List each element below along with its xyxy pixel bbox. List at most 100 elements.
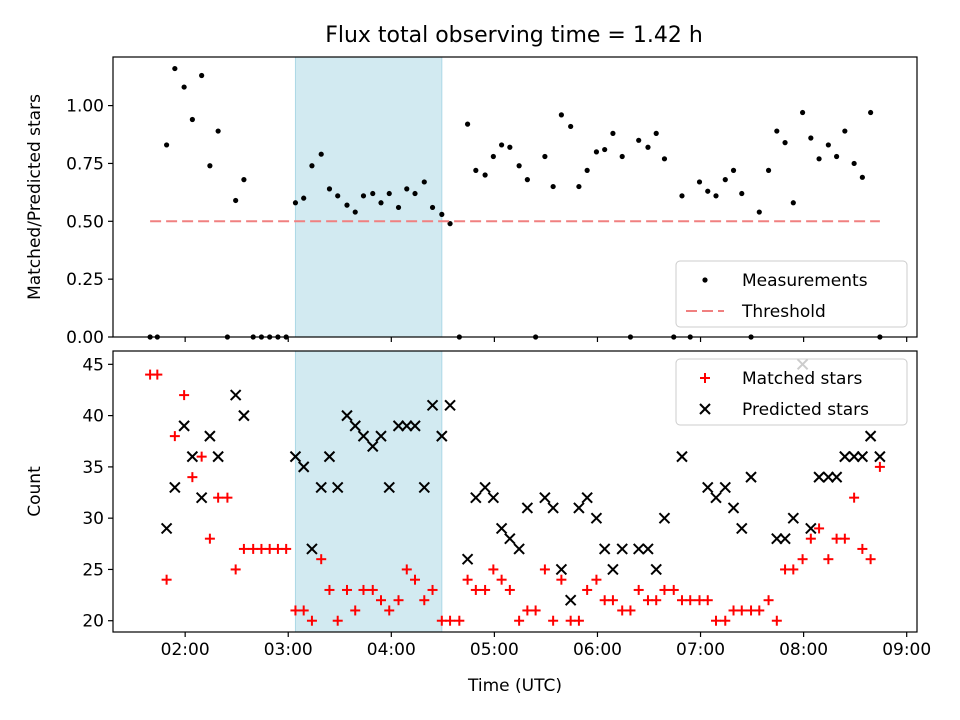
- measurement-marker: [558, 112, 564, 118]
- count-panel: 02:00 03:00 04:00 05:00 06:00 07:00 08:00 09:00…: [25, 350, 931, 696]
- measurement-marker: [292, 200, 299, 206]
- predicted-star-marker: [719, 481, 731, 494]
- measurement-marker: [568, 123, 574, 130]
- measurement-marker: [386, 190, 392, 197]
- predicted-star-marker: [573, 502, 585, 514]
- measurement-marker: [679, 193, 685, 199]
- predicted-star-marker: [787, 512, 800, 524]
- predicted-star-marker: [392, 420, 405, 432]
- measurement-marker: [241, 177, 247, 183]
- matched-star-marker: [702, 595, 713, 606]
- measurement-marker: [172, 65, 178, 72]
- matched-star-marker: [849, 492, 860, 503]
- predicted-star-marker: [864, 430, 877, 442]
- matched-star-marker: [161, 574, 172, 585]
- series-matched-stars: [145, 369, 885, 626]
- legend-box: [675, 260, 908, 328]
- measurement-marker: [473, 167, 479, 173]
- legend-label: Matched stars: [742, 369, 862, 389]
- predicted-star-marker: [779, 532, 791, 545]
- predicted-star-marker: [315, 481, 327, 494]
- matched-star-marker: [222, 492, 233, 503]
- predicted-star-marker: [702, 481, 714, 494]
- y-tick-label: 35: [82, 458, 104, 478]
- predicted-star-marker: [238, 409, 250, 422]
- matched-star-marker: [324, 584, 335, 595]
- measurement-marker: [610, 130, 616, 136]
- predicted-star-marker: [289, 450, 302, 463]
- y-tick-label: 0.50: [66, 212, 104, 232]
- measurement-marker: [705, 188, 711, 194]
- axes-frame: [112, 56, 918, 338]
- predicted-star-marker: [830, 471, 843, 483]
- predicted-star-marker: [401, 420, 413, 432]
- matched-star-marker: [419, 595, 430, 606]
- matched-star-marker: [410, 574, 421, 585]
- measurement-marker: [318, 151, 324, 157]
- predicted-star-marker: [204, 430, 216, 442]
- predicted-star-marker: [297, 461, 310, 473]
- matched-star-marker: [238, 543, 249, 554]
- measurement-marker: [713, 193, 719, 199]
- matched-star-marker: [651, 595, 662, 606]
- matched-star-marker: [504, 584, 515, 595]
- predicted-star-marker: [805, 522, 817, 535]
- legend-cross-swatch: [699, 403, 711, 415]
- measurement-marker: [816, 156, 822, 162]
- matched-star-marker: [539, 564, 550, 575]
- predicted-star-marker: [160, 522, 173, 535]
- predicted-star-marker: [375, 430, 387, 442]
- predicted-star-marker: [436, 430, 448, 442]
- x-tick-label: 09:00: [882, 640, 931, 660]
- predicted-star-marker: [470, 491, 482, 504]
- matched-star-marker: [152, 369, 163, 380]
- predicted-star-marker: [650, 563, 662, 576]
- measurement-marker: [584, 167, 590, 173]
- predicted-star-marker: [822, 471, 835, 483]
- series-measurements: [147, 65, 883, 340]
- measurement-marker: [799, 109, 806, 116]
- measurement-marker: [645, 144, 651, 150]
- matched-star-marker: [556, 574, 567, 585]
- y-tick-label: 1.00: [66, 97, 104, 117]
- matched-star-marker: [582, 584, 593, 595]
- matched-star-marker: [839, 533, 850, 544]
- predicted-star-marker: [367, 440, 379, 453]
- predicted-star-marker: [426, 399, 439, 412]
- matched-star-marker: [814, 523, 825, 534]
- matched-star-marker: [358, 584, 369, 595]
- matched-star-marker: [633, 584, 644, 595]
- measurement-marker: [326, 186, 333, 192]
- measurement-marker: [404, 186, 410, 192]
- measurement-marker: [335, 193, 341, 199]
- measurement-marker: [756, 209, 762, 215]
- legend-label: Predicted stars: [742, 400, 869, 420]
- figure-title: Flux total observing time = 1.42 h: [325, 23, 703, 48]
- predicted-star-marker: [848, 450, 860, 463]
- measurement-marker: [395, 204, 402, 211]
- predicted-star-marker: [461, 553, 474, 565]
- matched-star-marker: [367, 584, 378, 595]
- measurement-marker: [868, 109, 874, 116]
- predicted-star-marker: [169, 481, 181, 494]
- matched-star-marker: [711, 615, 721, 626]
- series-predicted-stars: [160, 358, 886, 606]
- predicted-star-marker: [813, 471, 825, 483]
- matched-star-marker: [298, 605, 309, 616]
- highlight-span: [294, 56, 443, 338]
- measurement-marker: [834, 153, 840, 160]
- measurement-marker: [524, 177, 530, 183]
- predicted-star-marker: [771, 532, 783, 545]
- matched-star-marker: [454, 615, 465, 626]
- matched-star-marker: [332, 615, 343, 626]
- legend-label: Threshold: [741, 302, 826, 322]
- predicted-star-marker: [710, 491, 722, 504]
- x-tick-label: 05:00: [470, 640, 519, 660]
- measurement-marker: [550, 183, 556, 190]
- measurement-marker: [808, 135, 814, 141]
- predicted-star-marker: [736, 522, 748, 535]
- matched-star-marker: [470, 584, 481, 595]
- highlight-span: [294, 350, 443, 633]
- y-tick-label: 0.75: [66, 154, 104, 174]
- matched-star-marker: [607, 595, 618, 606]
